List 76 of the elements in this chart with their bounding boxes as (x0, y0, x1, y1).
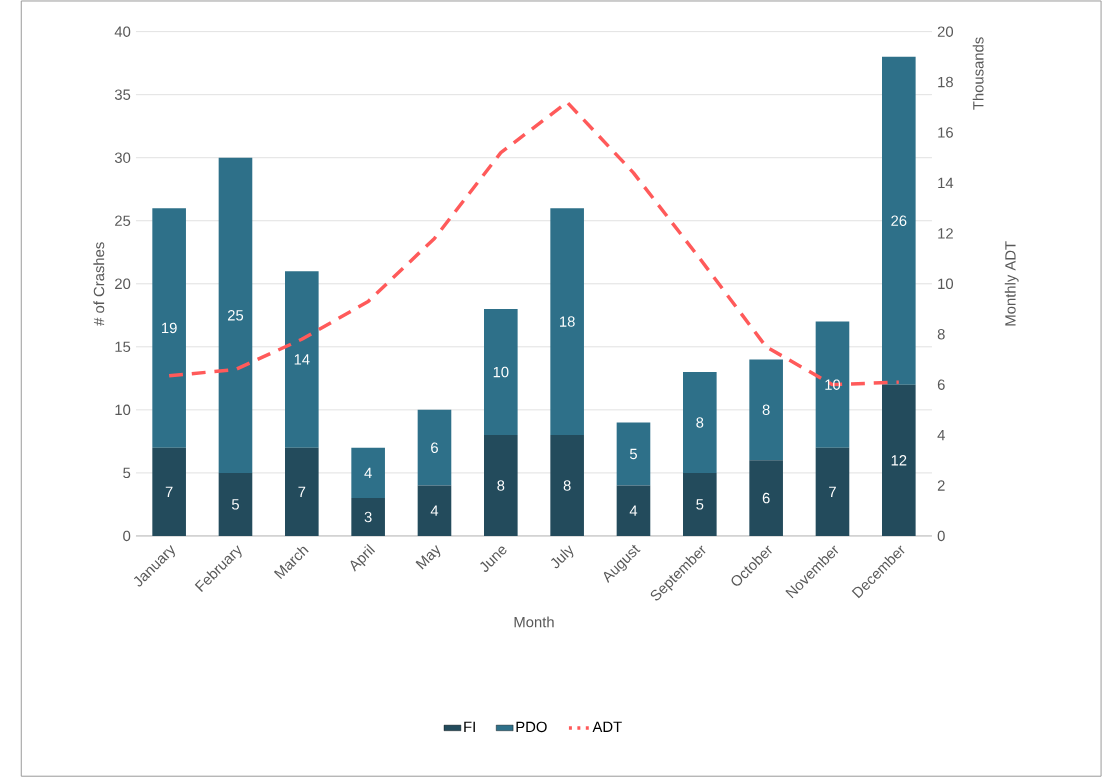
bar (749, 359, 783, 461)
data-label: 7 (165, 486, 173, 497)
x-tick-label: May (415, 544, 441, 570)
bar (285, 271, 319, 448)
bar (351, 498, 385, 536)
y2-tick-label: 8 (937, 328, 945, 340)
bar (417, 409, 452, 486)
bar (815, 447, 850, 536)
bar (616, 422, 651, 486)
bar (550, 434, 584, 536)
bar (218, 157, 253, 473)
x-axis-title: Month (514, 616, 554, 628)
x-tick-label: July (550, 545, 574, 569)
bar (815, 321, 850, 448)
bar (152, 447, 186, 536)
data-label: 8 (762, 404, 770, 416)
y2-tick-label: 6 (937, 379, 945, 390)
y-tick-label: 15 (115, 341, 131, 352)
data-label: 26 (891, 215, 907, 226)
y-tick-label: 35 (114, 89, 131, 100)
data-label: 6 (762, 492, 770, 504)
bar (882, 384, 916, 536)
legend-label: PDO (516, 721, 547, 733)
bar (218, 472, 253, 536)
data-label: 3 (364, 511, 372, 523)
data-label: 5 (629, 448, 637, 460)
y-tick-label: 5 (123, 467, 131, 478)
bar (683, 472, 717, 536)
data-label: 8 (563, 480, 571, 491)
y2-tick-label: 2 (937, 480, 945, 491)
y-tick-label: 40 (114, 26, 131, 37)
bar (749, 460, 783, 536)
bar (683, 371, 717, 473)
y2-tick-label: 14 (938, 177, 954, 188)
y-axis-title: # of Crashes (93, 242, 105, 326)
bar (351, 447, 385, 499)
bar (417, 485, 452, 536)
data-label: 14 (294, 354, 310, 365)
y-tick-label: 20 (115, 278, 131, 289)
y-tick-label: 10 (115, 404, 131, 416)
data-label: 7 (298, 486, 306, 497)
y2-tick-label: 4 (937, 429, 945, 441)
bar (882, 56, 916, 385)
y2-tick-label: 16 (938, 127, 953, 138)
data-label: 4 (364, 467, 372, 478)
data-label: 18 (560, 316, 575, 327)
legend-label: ADT (592, 721, 622, 732)
legend-label: FI (464, 721, 475, 732)
data-label: 25 (227, 309, 244, 321)
bar (484, 308, 518, 435)
bar (550, 208, 584, 435)
data-label: 12 (891, 455, 907, 466)
y-tick-label: 30 (114, 152, 131, 163)
y2-tick-label: 12 (938, 228, 953, 239)
data-label: 4 (430, 505, 439, 516)
y2-axis-title: Monthly ADT (1004, 241, 1019, 326)
data-label: 5 (231, 499, 239, 510)
data-label: 19 (162, 322, 177, 334)
bar (616, 485, 651, 536)
y2-tick-label: 10 (938, 278, 954, 289)
text: Thousands (972, 37, 984, 110)
y2-tick-label: 20 (937, 26, 954, 37)
data-label: 6 (431, 442, 438, 453)
data-label: 5 (696, 499, 704, 510)
bar (152, 208, 186, 448)
y2-tick-label: 0 (937, 530, 945, 542)
data-label: 10 (493, 366, 509, 378)
bar (285, 447, 319, 536)
data-label: 7 (829, 486, 836, 497)
y-tick-label: 25 (115, 215, 131, 226)
data-label: 8 (497, 480, 505, 491)
y-tick-label: 0 (123, 530, 131, 542)
data-label: 8 (696, 417, 704, 428)
y2-tick-label: 18 (938, 76, 953, 88)
bar (484, 434, 518, 536)
data-label: 4 (629, 505, 638, 516)
